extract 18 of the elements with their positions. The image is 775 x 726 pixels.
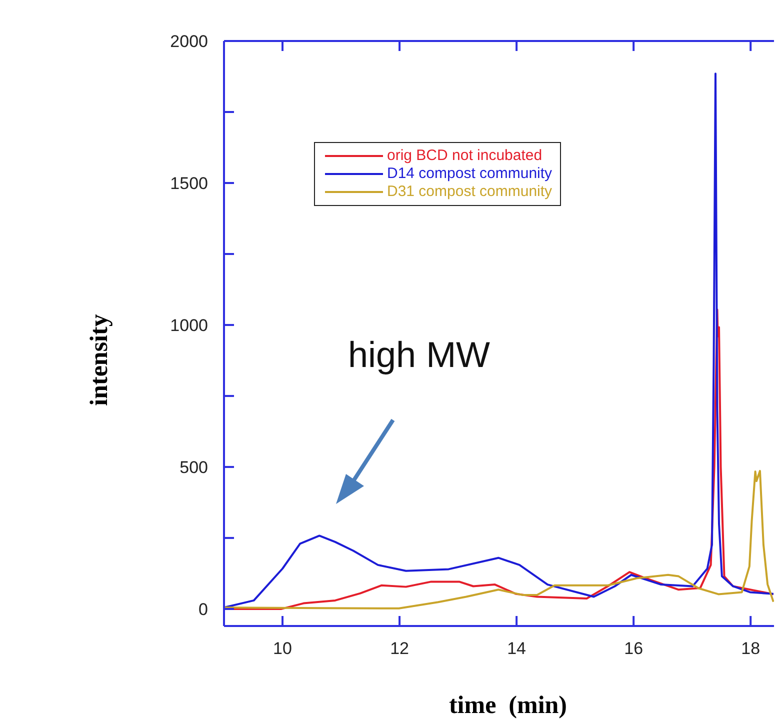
x-tick-label: 12 xyxy=(390,639,409,658)
y-tick-label: 500 xyxy=(180,458,208,478)
annotation: high MW xyxy=(348,334,490,376)
y-tick-label: 2000 xyxy=(170,32,208,52)
line-series xyxy=(224,72,774,609)
x-axis-title: time (min) xyxy=(448,692,568,720)
x-tick-label: 14 xyxy=(507,639,526,658)
legend-label: orig BCD not incubated xyxy=(387,147,542,165)
x-tick-label: 16 xyxy=(624,639,644,658)
legend-label: D14 compost community xyxy=(387,165,552,183)
y-tick-label: 0 xyxy=(198,600,208,619)
x-tick-label: 10 xyxy=(273,639,292,658)
legend-label: D31 compost community xyxy=(387,183,552,201)
y-tick-label: 1000 xyxy=(170,316,208,336)
y-tick-label: 1500 xyxy=(170,174,208,194)
y-axis-title: intensity xyxy=(86,314,114,406)
x-tick-label: 18 xyxy=(741,639,760,658)
line-series xyxy=(224,470,774,610)
